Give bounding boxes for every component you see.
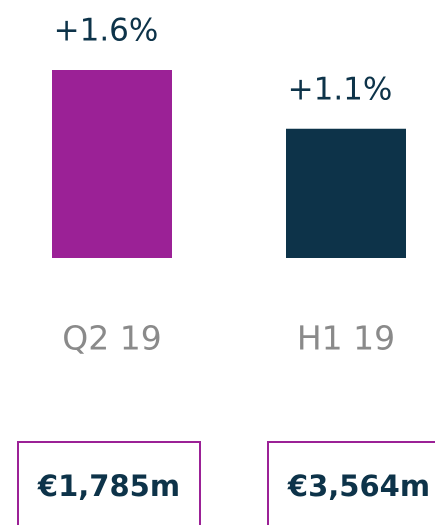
annotation-box (267, 441, 435, 525)
annotation: €1,785m (37, 469, 180, 503)
category-label: Q2 19 (62, 319, 161, 358)
category-label: H1 19 (297, 319, 395, 358)
value-label: +1.1% (288, 71, 393, 107)
bar (286, 128, 406, 258)
bar (52, 70, 172, 258)
value-label: +1.6% (54, 13, 159, 49)
annotation: €3,564m (287, 469, 430, 503)
annotation-box (17, 441, 201, 525)
